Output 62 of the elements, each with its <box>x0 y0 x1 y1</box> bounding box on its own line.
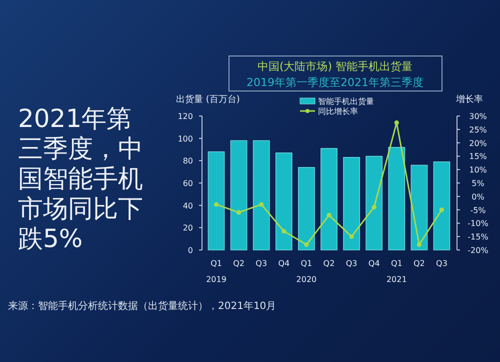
point <box>304 242 309 247</box>
bar <box>320 148 338 250</box>
bar <box>252 140 270 250</box>
bar <box>433 161 450 250</box>
y-tick-label: 60 <box>182 179 193 188</box>
text: 2021 <box>386 275 407 284</box>
bar <box>366 156 383 250</box>
x-tick-label: Q3 <box>256 259 268 268</box>
point <box>416 242 422 247</box>
point <box>259 202 264 207</box>
point <box>236 210 242 215</box>
y2-tick-label: -20% <box>468 246 489 255</box>
y2-tick-label: 10% <box>469 166 488 175</box>
y-tick-label: 120 <box>178 112 193 121</box>
y2-tick-label: 20% <box>469 138 488 148</box>
x-tick-label: Q4 <box>368 259 380 268</box>
y-axis-title: 出货量 (百万台) <box>176 94 240 105</box>
bar <box>410 164 428 250</box>
point <box>372 204 376 210</box>
text: 2021年第三季度，中国智能手机市场同比下跌5% <box>18 104 144 254</box>
bar <box>298 167 315 250</box>
source-note: 来源：智能手机分析统计数据（出货量统计），2021年10月 <box>8 300 276 313</box>
point <box>214 202 219 207</box>
point <box>326 212 332 218</box>
y-tick-label: 40 <box>182 201 193 210</box>
x-tick-label: Q2 <box>413 259 425 268</box>
x-tick-label: Q2 <box>323 259 335 268</box>
x-tick-label: Q4 <box>278 259 290 268</box>
bar <box>388 146 406 250</box>
x-tick-label: Q3 <box>436 259 448 268</box>
y2-tick-label: 30% <box>469 112 488 121</box>
y2-tick-label: -5% <box>470 206 486 215</box>
legend-label: 智能手机出货量 <box>318 97 374 106</box>
bar <box>343 157 360 250</box>
x-tick-label: Q1 <box>300 259 312 268</box>
point <box>282 228 286 234</box>
y2-tick-label: -15% <box>468 232 489 242</box>
y-tick-label: 80 <box>182 156 193 166</box>
point <box>349 234 354 239</box>
y2-tick-label: 15% <box>469 152 488 162</box>
x-tick-label: Q1 <box>390 259 402 268</box>
y2-tick-label: -10% <box>468 219 489 228</box>
bar <box>208 151 225 250</box>
legend-label: 同比增长率 <box>318 107 358 116</box>
point <box>439 208 444 212</box>
text: 2019 <box>206 275 226 284</box>
x-tick-label: Q2 <box>233 259 245 268</box>
y-tick-label: 100 <box>178 134 193 144</box>
x-tick-label: Q1 <box>210 259 222 268</box>
y2-axis-title: 增长率 <box>455 94 483 105</box>
bar <box>230 140 248 250</box>
y2-tick-label: 25% <box>469 125 488 134</box>
y-tick-label: 20 <box>182 224 193 233</box>
chart-subtitle: 2019年第一季度至2021年第三季度 <box>246 76 424 89</box>
bar <box>275 152 292 250</box>
chart-title: 中国(大陆市场) 智能手机出货量 <box>257 60 413 73</box>
point <box>394 120 399 125</box>
text: 2020 <box>296 275 317 284</box>
y2-tick-label: 5% <box>472 179 485 188</box>
y-tick-label: 0 <box>188 246 193 255</box>
y2-tick-label: 0% <box>472 192 485 202</box>
x-tick-label: Q3 <box>346 259 358 268</box>
